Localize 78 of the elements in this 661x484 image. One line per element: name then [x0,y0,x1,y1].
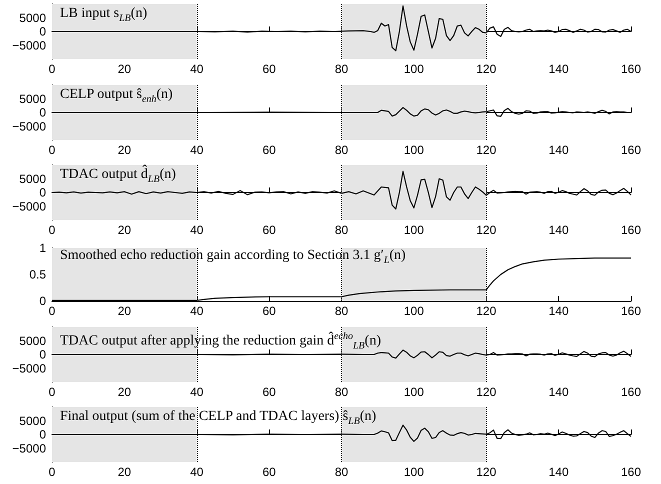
x-tick-label: 120 [476,62,497,76]
chart-title: Smoothed echo reduction gain according to Section 3.1 g′$_{L}$(n) [60,248,406,268]
x-tick-label: 80 [334,304,348,318]
x-tick-label: 120 [476,465,497,480]
x-tick-label: 40 [190,142,204,157]
y-tick-label: 5000 [19,10,46,25]
y-tick-label: 0 [39,24,46,38]
chart-title: CELP output ŝ$_{enh}$(n) [60,86,173,106]
x-tick-label: 60 [262,62,276,76]
x-tick-label: 60 [262,304,276,318]
x-tick-label: 160 [620,62,642,76]
y-tick-label: 0 [39,347,46,362]
x-tick-label: 100 [404,384,424,399]
y-tick-label: 0 [39,428,46,442]
y-tick-label: 0.5 [29,268,46,282]
y-tick-label: 0 [39,294,46,308]
x-tick-label: 40 [190,304,204,318]
x-tick-label: 40 [190,62,204,76]
y-tick-label: −5000 [12,442,46,456]
x-tick-label: 80 [334,223,348,238]
x-tick-label: 120 [476,223,497,238]
x-tick-label: 0 [48,384,56,399]
x-tick-label: 0 [48,142,56,157]
x-tick-label: 60 [262,142,276,157]
y-tick-label: −5000 [12,200,46,214]
y-tick-label: −5000 [12,360,46,375]
x-tick-label: 100 [404,223,424,238]
x-tick-label: 160 [620,142,642,157]
y-tick-label: −5000 [12,38,46,52]
x-tick-label: 20 [118,384,132,399]
x-tick-label: 0 [48,304,56,318]
chart-title: Final output (sum of the CELP and TDAC layers) ŝ$_{LB}$(n) [60,409,376,430]
y-tick-label: 5000 [19,414,46,428]
x-tick-label: 100 [404,304,424,318]
y-tick-label: 5000 [19,91,46,106]
x-tick-label: 140 [548,304,569,318]
x-tick-label: 20 [118,223,132,238]
x-tick-label: 20 [118,142,132,157]
text: TDAC output after applying the reduction gain d̂$^{echo}$$_{LB}$(n) [60,330,381,354]
x-tick-label: 160 [620,465,642,480]
x-tick-label: 140 [548,223,569,238]
x-tick-label: 60 [262,223,276,238]
x-tick-label: 100 [404,62,424,76]
x-tick-label: 120 [476,142,497,157]
x-tick-label: 60 [262,465,276,480]
x-tick-label: 40 [190,465,204,480]
y-tick-label: 0 [39,186,46,200]
x-tick-label: 40 [190,384,204,399]
y-tick-label: 1 [39,241,46,255]
x-tick-label: 20 [118,465,132,480]
x-tick-label: 120 [476,304,497,318]
x-tick-label: 80 [334,62,348,76]
x-tick-label: 160 [620,223,642,238]
x-tick-label: 40 [190,223,204,238]
x-tick-label: 0 [48,465,56,480]
x-tick-label: 20 [118,62,132,76]
x-tick-label: 160 [620,304,642,318]
x-tick-label: 140 [548,62,569,76]
chart-title: LB input s$_{LB}$(n) [60,6,148,26]
x-tick-label: 100 [404,142,424,157]
x-tick-label: 140 [548,465,569,480]
x-tick-label: 0 [48,223,56,238]
x-tick-label: 20 [118,304,132,318]
x-tick-label: 140 [548,142,569,157]
y-tick-label: 5000 [19,172,46,186]
x-tick-label: 0 [48,62,56,76]
x-tick-label: 160 [620,384,642,399]
y-tick-label: 0 [39,105,46,120]
x-tick-label: 60 [262,384,276,399]
x-tick-label: 120 [476,384,497,399]
x-tick-label: 100 [404,465,424,480]
x-tick-label: 140 [548,384,569,399]
x-tick-label: 80 [334,142,348,157]
y-tick-label: 5000 [19,333,46,348]
chart-title: TDAC output d̂$_{LB}$(n) [60,167,176,188]
y-tick-label: −5000 [12,118,46,133]
x-tick-label: 80 [334,465,348,480]
x-tick-label: 80 [334,384,348,399]
